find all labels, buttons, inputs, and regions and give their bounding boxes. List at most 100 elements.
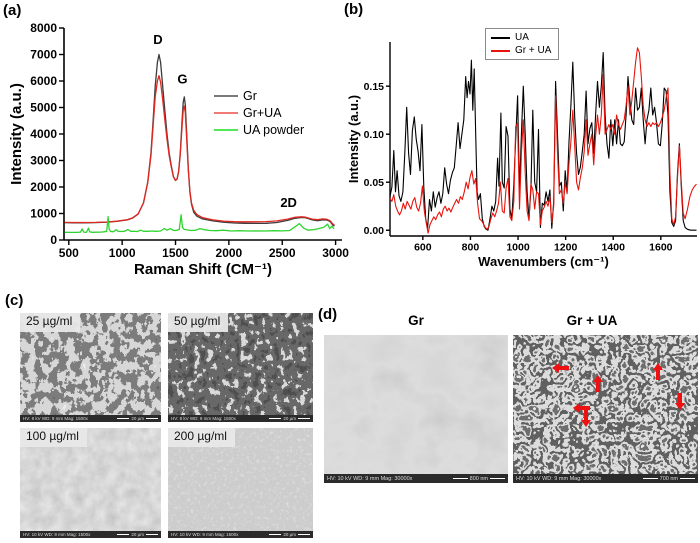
scale-text: 800 nm [469, 475, 488, 482]
legend-line-gr-ua [214, 112, 238, 114]
scale-text: 20 µm [131, 416, 144, 421]
scale-text: 20 µm [283, 532, 296, 537]
scale-bar: 20 µm [269, 532, 310, 537]
sem-status-bar: HV: 8 kV WD: 9 mm Mag: 1500x 20 µm [168, 415, 313, 422]
panel-b-label: (b) [344, 1, 364, 18]
sem-meta: HV: 10 kV WD: 9 mm Mag: 30000x [327, 475, 413, 482]
scale-line [642, 478, 658, 479]
svg-text:0.15: 0.15 [364, 81, 385, 93]
scale-line [269, 418, 282, 419]
legend-item-gr-plus-ua: Gr + UA [491, 45, 551, 56]
svg-text:4000: 4000 [30, 127, 57, 141]
svg-text:1600: 1600 [649, 242, 673, 254]
sem-meta: HV: 10 kV WD: 9 mm Mag: 30000x [516, 475, 602, 482]
sem-image-50ugml: 50 µg/ml HV: 8 kV WD: 9 mm Mag: 1500x 20… [168, 313, 313, 422]
sem-meta: HV: 10 kV WD: 9 mm Mag: 1500x [23, 532, 91, 537]
sem-status-bar: HV: 10 kV WD: 9 mm Mag: 1500x 20 µm [168, 531, 313, 538]
svg-text:Raman Shift (CM⁻¹): Raman Shift (CM⁻¹) [134, 261, 272, 278]
sem-image-gr-ua: HV: 10 kV WD: 9 mm Mag: 30000x 700 nm [513, 335, 698, 483]
svg-text:3000: 3000 [322, 246, 349, 260]
legend-line-ua [491, 36, 510, 39]
scale-bar: 800 nm [452, 475, 505, 482]
svg-text:D: D [153, 32, 162, 47]
scale-line [298, 418, 310, 419]
svg-text:0.10: 0.10 [364, 129, 385, 141]
sem-meta: HV: 8 kV WD: 9 mm Mag: 1500x [23, 416, 88, 421]
legend-label-gr-plus-ua: Gr + UA [515, 45, 552, 56]
svg-text:0.00: 0.00 [364, 225, 385, 237]
svg-text:Wavenumbers (cm⁻¹): Wavenumbers (cm⁻¹) [478, 254, 609, 269]
svg-text:G: G [177, 72, 187, 87]
scale-bar: 20 µm [117, 416, 158, 421]
svg-text:3000: 3000 [30, 154, 57, 168]
svg-text:2000: 2000 [216, 246, 243, 260]
svg-text:1400: 1400 [602, 242, 626, 254]
svg-text:2500: 2500 [269, 246, 296, 260]
legend-item-ua-powder: UA powder [214, 123, 304, 137]
sem-image-100ugml: 100 µg/ml HV: 10 kV WD: 9 mm Mag: 1500x … [20, 428, 161, 538]
panel-a-label: (a) [3, 2, 22, 19]
sem-title-gr-ua: Gr + UA [566, 313, 618, 328]
legend-label-gr-ua: Gr+UA [243, 106, 282, 120]
scale-line [146, 534, 158, 535]
svg-text:7000: 7000 [30, 48, 57, 62]
concentration-label-50: 50 µg/ml [168, 313, 229, 332]
concentration-label-100: 100 µg/ml [20, 428, 87, 447]
legend-item-ua: UA [491, 32, 551, 43]
svg-text:1000: 1000 [30, 207, 57, 221]
scale-line [298, 534, 310, 535]
sem-title-gr: Gr [408, 313, 424, 328]
legend-line-ua-powder [214, 129, 238, 131]
scale-line [269, 534, 282, 535]
scale-text: 20 µm [131, 532, 144, 537]
svg-text:600: 600 [414, 242, 432, 254]
svg-text:500: 500 [59, 246, 79, 260]
legend-label-ua-powder: UA powder [243, 123, 305, 137]
scale-line [490, 478, 505, 479]
svg-text:2000: 2000 [30, 180, 57, 194]
svg-text:1200: 1200 [554, 242, 578, 254]
legend-line-gr-plus-ua [491, 49, 510, 52]
scale-bar: 700 nm [642, 475, 695, 482]
svg-text:8000: 8000 [30, 21, 57, 35]
svg-text:Intensity (a.u.): Intensity (a.u.) [8, 83, 25, 185]
ftir-spectrum-chart: 600 800 1000 1200 1400 1600 0.00 0.05 0.10 0.15 Wa… [348, 42, 697, 269]
scale-bar: 20 µm [117, 532, 158, 537]
scale-line [117, 418, 130, 419]
scale-line [117, 534, 130, 535]
sem-status-bar: HV: 10 kV WD: 9 mm Mag: 30000x 800 nm [324, 474, 508, 483]
scale-line [680, 478, 695, 479]
svg-text:Intensity (a.u.): Intensity (a.u.) [348, 95, 361, 183]
legend-item-gr-ua: Gr+UA [214, 106, 304, 120]
sem-meta: HV: 8 kV WD: 9 mm Mag: 1500x [171, 416, 236, 421]
sem-status-bar: HV: 10 kV WD: 9 mm Mag: 30000x 700 nm [513, 474, 698, 483]
scale-text: 700 nm [659, 475, 678, 482]
scale-line [452, 478, 468, 479]
legend-line-gr [214, 95, 238, 97]
sem-image-gr: HV: 10 kV WD: 9 mm Mag: 30000x 800 nm [324, 335, 508, 483]
panel-c-label: (c) [5, 292, 24, 309]
svg-text:800: 800 [462, 242, 480, 254]
raman-legend: Gr Gr+UA UA powder [214, 89, 304, 137]
concentration-label-200: 200 µg/ml [168, 428, 235, 447]
svg-text:5000: 5000 [30, 101, 57, 115]
ftir-legend: UA Gr + UA [485, 28, 560, 60]
sem-status-bar: HV: 10 kV WD: 9 mm Mag: 1500x 20 µm [20, 531, 161, 538]
svg-text:1000: 1000 [506, 242, 530, 254]
sem-texture [324, 335, 508, 483]
legend-label-gr: Gr [243, 89, 257, 103]
raman-spectrum-chart: 500 1000 1500 2000 2500 3000 0 1000 2000 3000 4000… [8, 21, 349, 278]
sem-image-25ugml: 25 µg/ml HV: 8 kV WD: 9 mm Mag: 1500x 20… [20, 313, 161, 422]
sem-image-200ugml: 200 µg/ml HV: 10 kV WD: 9 mm Mag: 1500x … [168, 428, 313, 538]
scale-bar: 20 µm [269, 416, 310, 421]
sem-status-bar: HV: 8 kV WD: 9 mm Mag: 1500x 20 µm [20, 415, 161, 422]
svg-text:1000: 1000 [109, 246, 136, 260]
concentration-label-25: 25 µg/ml [20, 313, 81, 332]
svg-text:0.05: 0.05 [364, 177, 385, 189]
svg-text:0: 0 [50, 233, 57, 247]
legend-item-gr: Gr [214, 89, 304, 103]
scale-text: 20 µm [283, 416, 296, 421]
svg-text:1500: 1500 [162, 246, 189, 260]
scale-line [146, 418, 158, 419]
